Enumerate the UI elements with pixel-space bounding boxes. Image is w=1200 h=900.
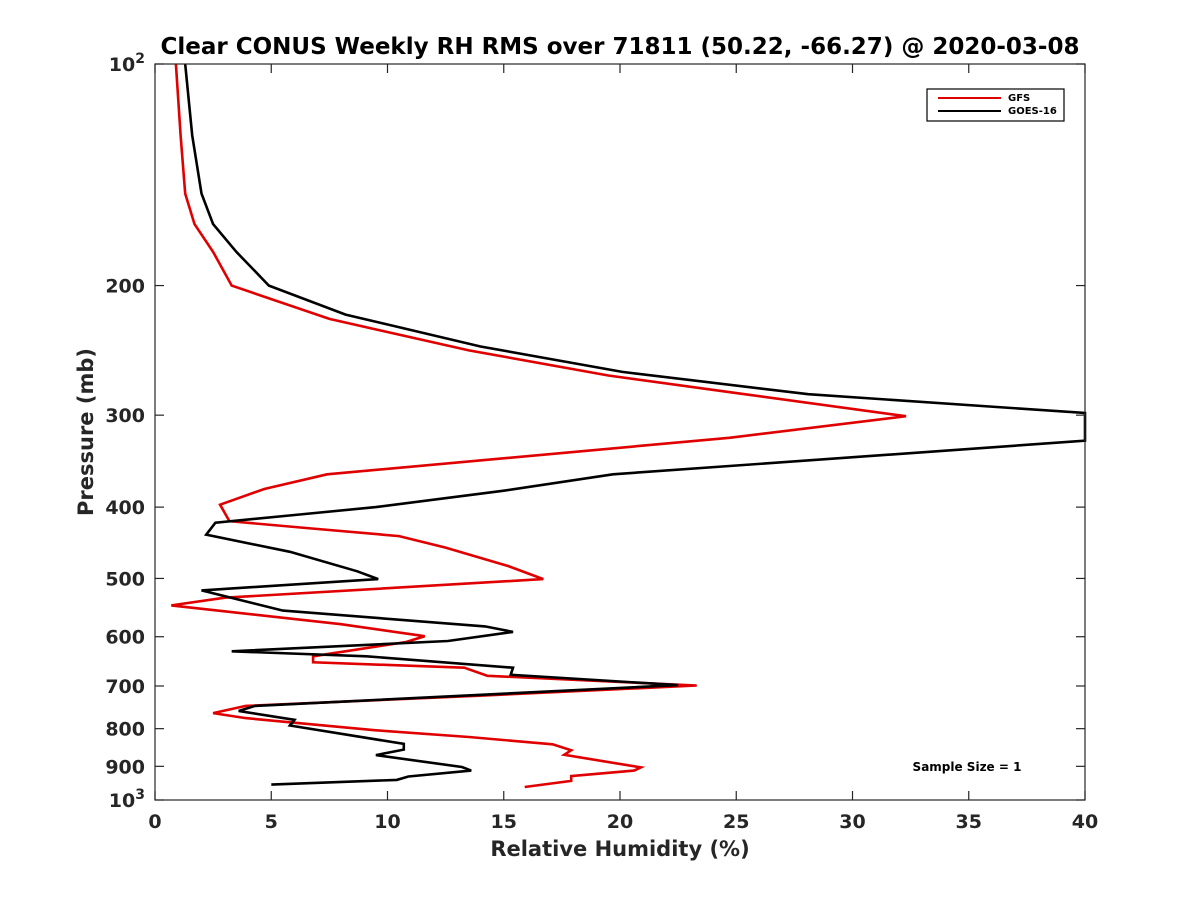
x-tick-label: 0 (148, 811, 161, 833)
series-line-goes-16 (183, 63, 1087, 786)
x-tick-label: 25 (723, 811, 749, 833)
plot-lines (171, 63, 1087, 789)
x-tick-label: 30 (839, 811, 865, 833)
y-tick-label: 900 (105, 756, 145, 778)
legend-box (926, 88, 1065, 122)
y-tick-label: 500 (105, 568, 145, 590)
x-tick-label: 40 (1072, 811, 1098, 833)
y-tick-label: 103 (109, 787, 145, 812)
x-axis: 0 5 10 15 20 25 30 35 40 (148, 64, 1098, 833)
legend: GFS GOES-16 (926, 88, 1065, 122)
x-tick-label: 35 (956, 811, 982, 833)
y-tick-label: 600 (105, 627, 145, 649)
y-axis: 102 200 300 400 500 600 700 800 900 103 (105, 51, 1085, 812)
y-axis-label: Pressure (mb) (74, 348, 98, 516)
x-tick-label: 15 (491, 811, 517, 833)
legend-label-gfs: GFS (1008, 93, 1030, 104)
x-tick-label: 20 (607, 811, 633, 833)
x-tick-label: 10 (374, 811, 400, 833)
chart-title: Clear CONUS Weekly RH RMS over 71811 (50… (161, 34, 1080, 60)
series-line-gfs (171, 63, 907, 789)
y-tick-label: 102 (109, 51, 145, 76)
y-tick-label: 200 (105, 276, 145, 298)
y-tick-label: 800 (105, 719, 145, 741)
y-tick-label: 400 (105, 497, 145, 519)
legend-label-goes-16: GOES-16 (1008, 106, 1057, 117)
y-tick-label: 700 (105, 676, 145, 698)
x-tick-label: 5 (265, 811, 278, 833)
x-axis-label: Relative Humidity (%) (490, 837, 749, 861)
y-tick-label: 300 (105, 405, 145, 427)
sample-size-annotation: Sample Size = 1 (913, 760, 1022, 774)
